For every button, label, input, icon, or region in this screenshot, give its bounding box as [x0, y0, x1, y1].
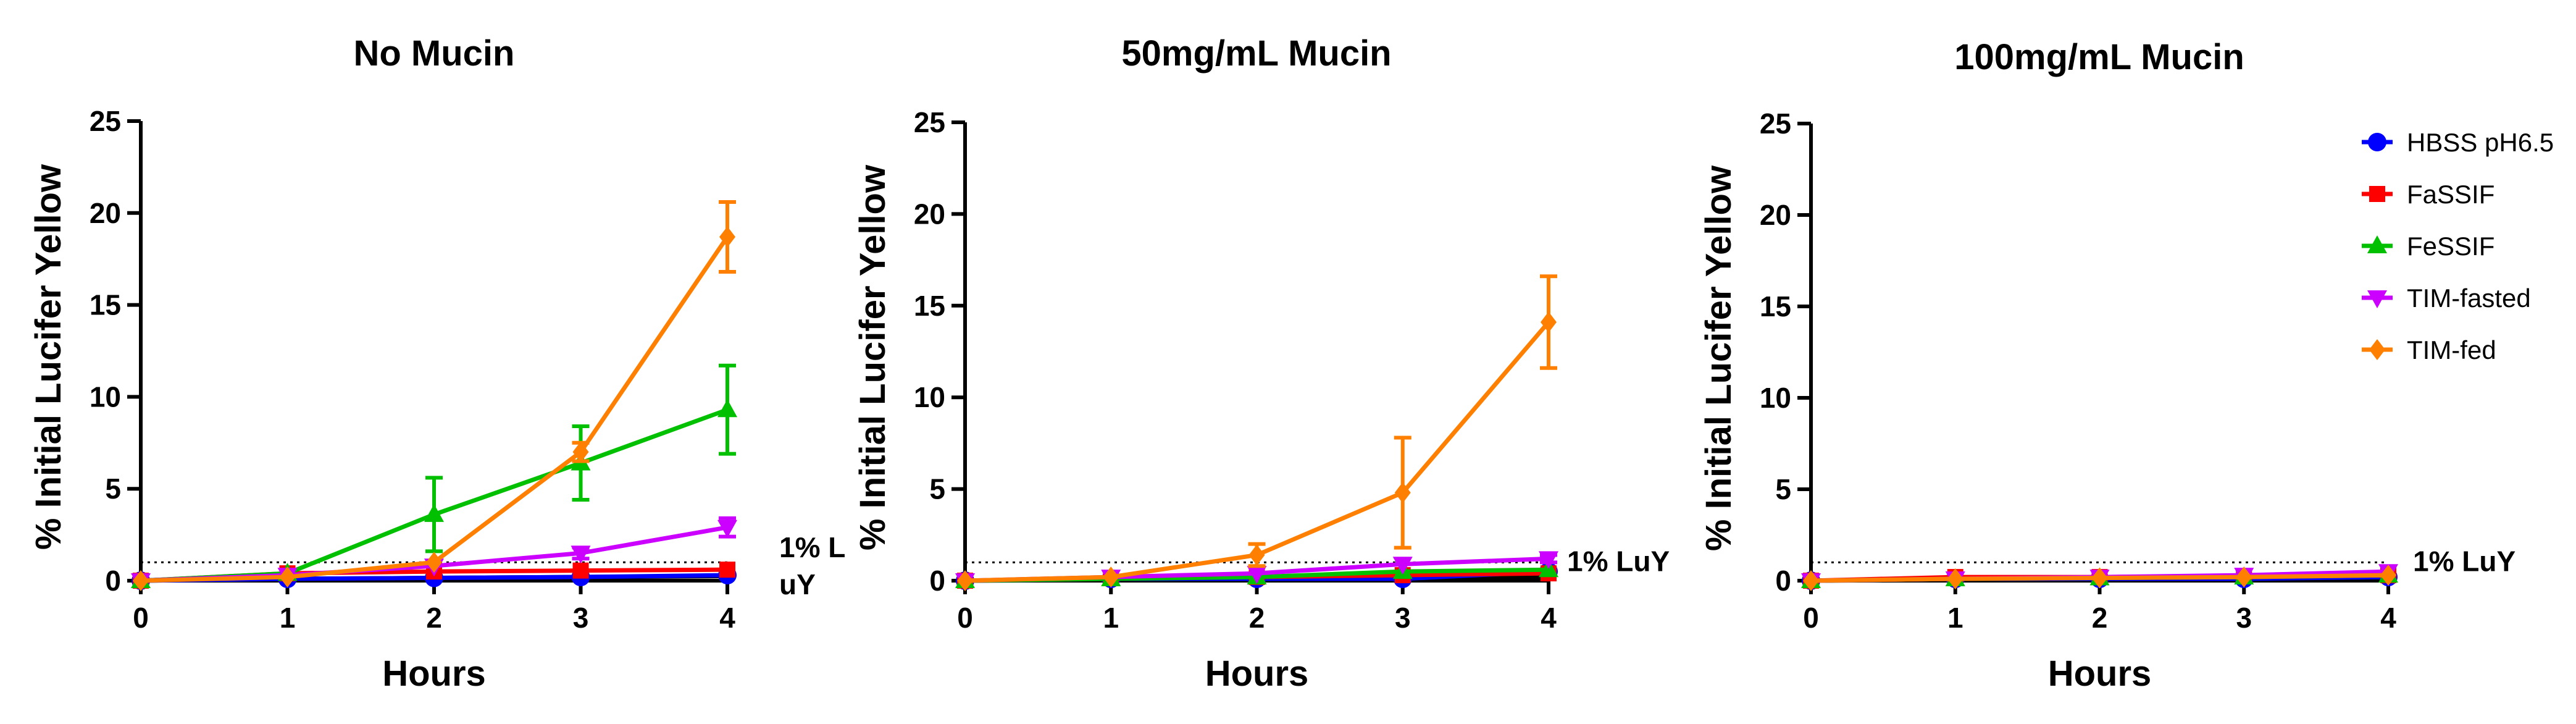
legend-label: TIM-fasted — [2407, 284, 2531, 313]
x-tick-label: 1 — [280, 602, 296, 634]
panel-0: No Mucin 0 5 10 15 20 25 0 1 2 3 4 Hours % Initial Lu… — [28, 33, 845, 694]
series-line — [964, 321, 1550, 583]
y-tick-label: 10 — [914, 381, 945, 413]
y-tick-label: 15 — [914, 290, 945, 322]
x-tick-label: 0 — [957, 602, 973, 634]
y-axis-title: % Initial Lucifer Yellow — [853, 164, 893, 550]
y-tick-label: 25 — [914, 106, 945, 138]
legend-marker — [2368, 133, 2386, 151]
legend: HBSS pH6.5 FaSSIF FeSSIF TIM-fasted TIM-fed — [2362, 128, 2554, 364]
data-point — [1539, 551, 1558, 570]
y-tick-label: 20 — [914, 198, 945, 230]
legend-label: FeSSIF — [2407, 232, 2494, 261]
panel-title: No Mucin — [354, 33, 515, 74]
data-point — [1541, 311, 1557, 333]
data-point — [717, 520, 737, 538]
data-point — [572, 441, 589, 463]
data-point — [571, 545, 591, 564]
data-point — [1247, 566, 1267, 584]
data-point — [1248, 544, 1265, 566]
panel-title: 50mg/mL Mucin — [1121, 33, 1391, 74]
x-tick-label: 2 — [426, 602, 442, 634]
y-tick-label: 10 — [90, 381, 121, 413]
x-tick-label: 0 — [1803, 602, 1819, 634]
x-tick-label: 3 — [573, 602, 589, 634]
threshold-label: 1% LuY — [1567, 545, 1670, 577]
legend-marker — [2369, 339, 2385, 360]
x-tick-label: 0 — [133, 602, 149, 634]
x-tick-label: 2 — [1249, 602, 1265, 634]
y-axis-title: % Initial Lucifer Yellow — [28, 164, 69, 550]
series-tim-fed — [133, 200, 736, 591]
y-tick-label: 25 — [1760, 107, 1791, 140]
legend-marker — [2369, 186, 2385, 202]
data-point — [424, 503, 444, 522]
legend-label: TIM-fed — [2407, 335, 2496, 364]
data-point — [279, 566, 296, 588]
y-tick-label: 5 — [105, 473, 121, 505]
y-tick-label: 10 — [1760, 382, 1791, 414]
x-tick-label: 1 — [1103, 602, 1119, 634]
data-point — [717, 399, 737, 418]
legend-label: FaSSIF — [2407, 180, 2494, 209]
panel-2: 100mg/mL Mucin 0 5 10 15 20 25 0 1 2 3 4 Hours % Init… — [1699, 37, 2515, 694]
threshold-label: 1% LuY — [2413, 545, 2515, 577]
legend-marker — [2367, 290, 2387, 308]
panel-1: 50mg/mL Mucin 0 5 10 15 20 25 0 1 2 3 4 Hours % Initi… — [853, 33, 1670, 694]
threshold-label: 1% L — [779, 531, 845, 563]
x-tick-label: 3 — [1395, 602, 1411, 634]
data-point — [1947, 568, 1963, 590]
data-point — [133, 570, 149, 591]
data-point — [572, 562, 589, 579]
x-tick-label: 2 — [2092, 602, 2108, 634]
data-point — [2380, 565, 2396, 586]
series-tim-fed — [957, 274, 1557, 591]
x-tick-label: 4 — [719, 602, 735, 634]
threshold-label: uY — [779, 568, 816, 600]
x-tick-label: 3 — [2236, 602, 2252, 634]
data-point — [1392, 557, 1413, 575]
data-point — [1803, 570, 1819, 591]
x-axis-title: Hours — [1205, 654, 1309, 694]
data-point — [957, 570, 973, 591]
panel-title: 100mg/mL Mucin — [1954, 37, 2244, 77]
x-axis-title: Hours — [382, 654, 486, 694]
y-tick-label: 15 — [90, 289, 121, 321]
data-point — [1103, 566, 1119, 588]
y-tick-label: 5 — [929, 473, 945, 505]
x-tick-label: 4 — [1541, 602, 1557, 634]
y-axis-title: % Initial Lucifer Yellow — [1699, 165, 1739, 551]
series-tim-fed — [1803, 565, 2396, 591]
x-tick-label: 4 — [2380, 602, 2396, 634]
data-point — [1394, 482, 1411, 503]
data-point — [2236, 566, 2252, 588]
y-tick-label: 0 — [105, 565, 121, 597]
data-point — [719, 226, 735, 248]
data-point — [2091, 567, 2108, 589]
y-tick-label: 15 — [1760, 290, 1791, 322]
y-tick-label: 25 — [90, 105, 121, 137]
y-tick-label: 5 — [1775, 473, 1791, 505]
x-tick-label: 1 — [1947, 602, 1963, 634]
data-point — [719, 562, 735, 578]
y-tick-label: 20 — [90, 197, 121, 229]
legend-marker — [2367, 235, 2387, 253]
y-tick-label: 0 — [1775, 565, 1791, 597]
x-axis-title: Hours — [2048, 654, 2152, 694]
data-point — [426, 552, 442, 573]
legend-label: HBSS pH6.5 — [2407, 128, 2554, 157]
y-tick-label: 0 — [929, 565, 945, 597]
y-tick-label: 20 — [1760, 199, 1791, 231]
